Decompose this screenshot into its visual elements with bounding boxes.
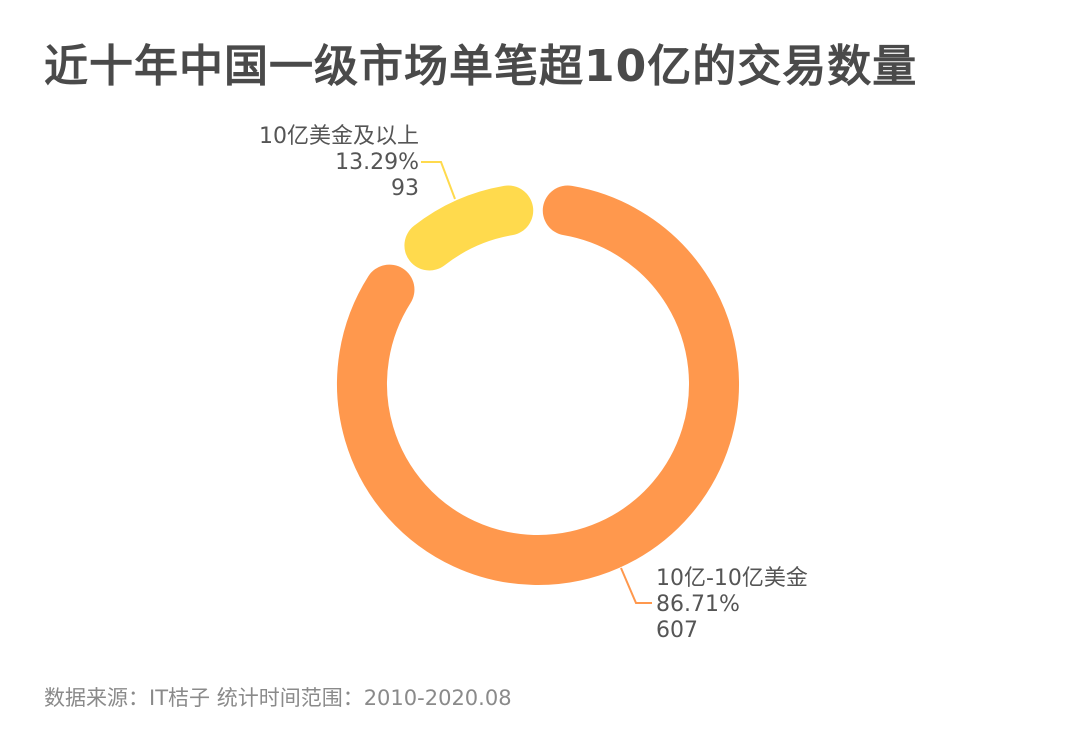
segment-label-mid-deals: 10亿-10亿美金 86.71% 607 [656,566,808,644]
leader-line-orange [620,567,652,604]
segment-percent: 13.29% [335,150,419,175]
leader-line-yellow [421,161,456,200]
donut-segment-2 [404,185,534,271]
donut-segment-1 [337,185,739,585]
segment-label-large-deals: 10亿美金及以上 13.29% 93 [259,124,419,202]
segment-percent: 86.71% [656,592,740,617]
donut-segments [337,185,739,585]
segment-value: 607 [656,618,698,643]
segment-name: 10亿-10亿美金 [656,566,808,591]
segment-value: 93 [391,176,419,201]
chart-title: 近十年中国一级市场单笔超10亿的交易数量 [44,41,918,92]
segment-name: 10亿美金及以上 [259,124,419,149]
source-note: 数据来源：IT桔子 统计时间范围：2010-2020.08 [44,686,512,710]
